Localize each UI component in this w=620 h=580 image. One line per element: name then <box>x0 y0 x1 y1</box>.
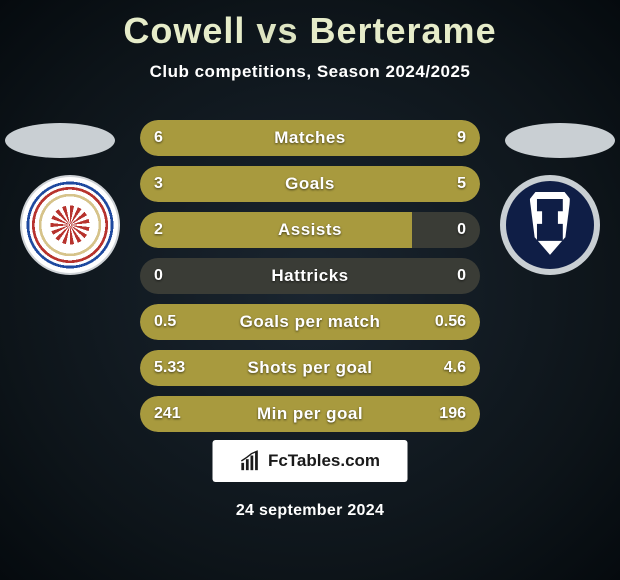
stat-label: Goals per match <box>140 304 480 340</box>
player1-silhouette <box>5 123 115 158</box>
fctables-logo-icon <box>240 450 262 472</box>
stat-label: Matches <box>140 120 480 156</box>
subtitle: Club competitions, Season 2024/2025 <box>0 62 620 82</box>
stat-label: Min per goal <box>140 396 480 432</box>
stat-row: 241196Min per goal <box>140 396 480 432</box>
stat-label: Assists <box>140 212 480 248</box>
team2-crest <box>500 175 600 275</box>
date-label: 24 september 2024 <box>0 502 620 520</box>
stat-label: Goals <box>140 166 480 202</box>
stat-row: 5.334.6Shots per goal <box>140 350 480 386</box>
player2-silhouette <box>505 123 615 158</box>
stat-row: 69Matches <box>140 120 480 156</box>
player2-name: Berterame <box>309 10 496 51</box>
monterrey-crest-icon <box>500 175 600 275</box>
chivas-crest-icon <box>20 175 120 275</box>
stat-row: 20Assists <box>140 212 480 248</box>
page-title: Cowell vs Berterame <box>0 0 620 52</box>
stats-container: 69Matches 35Goals 20Assists 00Hattricks 0.50… <box>140 120 480 442</box>
stat-row: 35Goals <box>140 166 480 202</box>
stat-row: 00Hattricks <box>140 258 480 294</box>
brand-badge[interactable]: FcTables.com <box>213 440 408 482</box>
team1-crest <box>20 175 120 275</box>
player1-name: Cowell <box>123 10 245 51</box>
stat-label: Shots per goal <box>140 350 480 386</box>
stat-row: 0.50.56Goals per match <box>140 304 480 340</box>
vs-label: vs <box>256 10 298 51</box>
brand-text: FcTables.com <box>268 451 380 471</box>
stat-label: Hattricks <box>140 258 480 294</box>
